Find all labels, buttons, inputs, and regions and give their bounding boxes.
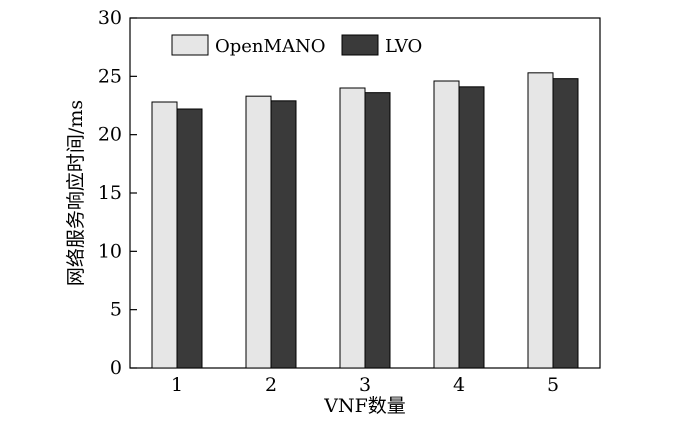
legend-swatch-lvo <box>341 34 379 56</box>
y-tick-label: 20 <box>98 124 122 146</box>
y-tick-label: 25 <box>98 65 122 87</box>
x-tick-label: 3 <box>359 374 371 396</box>
x-axis-label: VNF数量 <box>323 395 406 417</box>
bar-openmano-4 <box>433 80 460 369</box>
legend-label-lvo: LVO <box>385 36 422 57</box>
x-tick-label: 1 <box>171 374 183 396</box>
bar-lvo-3 <box>364 92 391 369</box>
bar-series <box>151 72 579 369</box>
legend: OpenMANO LVO <box>171 34 422 57</box>
x-tick-label: 5 <box>547 374 559 396</box>
legend-label-openmano: OpenMANO <box>215 36 325 57</box>
y-tick-label: 10 <box>98 240 122 262</box>
legend-swatch-openmano <box>171 34 209 56</box>
y-tick-label: 5 <box>110 299 122 321</box>
bar-lvo-4 <box>458 86 485 369</box>
y-axis: 0 5 10 15 20 25 30 <box>98 7 137 379</box>
y-tick-label: 30 <box>98 7 122 29</box>
bar-lvo-5 <box>552 78 579 369</box>
bar-openmano-5 <box>527 72 554 369</box>
bar-openmano-1 <box>151 101 178 369</box>
bar-lvo-2 <box>270 100 297 369</box>
y-tick-label: 0 <box>110 357 122 379</box>
bar-openmano-3 <box>339 87 366 369</box>
bar-openmano-2 <box>245 95 272 369</box>
y-tick-label: 15 <box>98 182 122 204</box>
bar-lvo-1 <box>176 108 203 369</box>
x-tick-label: 4 <box>453 374 465 396</box>
x-tick-label: 2 <box>265 374 277 396</box>
y-axis-label: 网络服务响应时间/ms <box>65 100 87 286</box>
